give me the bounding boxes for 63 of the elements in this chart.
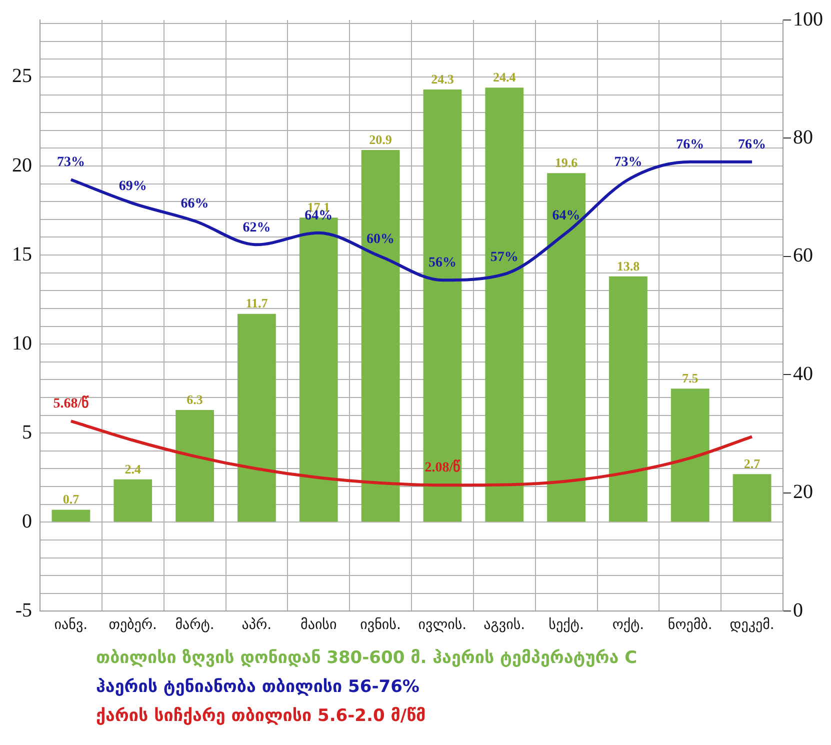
x-tick-label: ივნის. <box>360 617 401 634</box>
data-label: 69% <box>118 178 147 194</box>
y2-tick-label: 40 <box>793 362 813 385</box>
x-tick-label: სექტ. <box>548 617 584 634</box>
text: ქარის სიჩქარე თბილისი 5.6-2.0 მ/წმ <box>96 705 427 728</box>
data-label: 5.68/წ <box>53 396 90 412</box>
x-tick-label: მაისი <box>300 617 337 634</box>
y2-tick-label: 60 <box>793 244 813 267</box>
data-label: 2.7 <box>744 456 761 471</box>
bar <box>114 479 152 522</box>
y-tick-label: -5 <box>15 599 32 622</box>
x-tick-label: დეკემ. <box>730 617 774 634</box>
data-label: 56% <box>428 256 456 271</box>
text: თბილისი ზღვის დონიდან 380-600 მ. ჰაერის ტემპერატურა C <box>96 647 638 670</box>
y2-tick-label: 0 <box>793 599 803 622</box>
bar <box>52 510 90 522</box>
bar <box>423 89 462 522</box>
data-label: 13.8 <box>616 258 640 274</box>
y2-tick-label: 20 <box>793 481 813 504</box>
bar <box>732 474 772 522</box>
y-tick-label: 20 <box>12 154 32 176</box>
y-tick-label: 10 <box>12 332 32 354</box>
x-tick-label: ოქტ. <box>612 617 644 634</box>
bar <box>670 388 710 522</box>
text: ჰაერის ტენიანობა თბილისი 56-76% <box>96 676 420 699</box>
bar <box>238 314 276 522</box>
y-tick-label: 15 <box>12 243 32 266</box>
x-tick-label: ნოემბ. <box>668 617 712 634</box>
data-label: 6.3 <box>186 392 204 407</box>
x-tick-label: თებერ. <box>108 617 158 634</box>
data-label: 20.9 <box>369 132 392 147</box>
data-label: 24.3 <box>431 71 454 86</box>
bar <box>609 276 648 522</box>
data-label: 7.5 <box>682 370 699 386</box>
x-tick-label: აგვის. <box>484 617 526 634</box>
x-tick-label: მარტ. <box>175 617 214 634</box>
data-label: 11.7 <box>246 296 268 311</box>
data-label: 0.7 <box>62 492 80 507</box>
y2-tick-label: 80 <box>793 126 813 148</box>
x-tick-label: აპრ. <box>242 617 272 634</box>
data-label: 57% <box>490 250 518 265</box>
data-label: 19.6 <box>554 155 578 170</box>
x-tick-label: იანვ. <box>54 617 88 634</box>
bar <box>547 173 586 522</box>
data-label: 76% <box>738 137 766 152</box>
data-label: 76% <box>676 137 704 152</box>
data-label: 2.08/წ <box>424 460 462 476</box>
bar <box>176 410 214 522</box>
x-tick-label: ივლის. <box>418 617 467 634</box>
bar <box>485 88 524 522</box>
data-label: 73% <box>56 155 85 170</box>
y-tick-label: 0 <box>22 510 32 532</box>
data-label: 60% <box>366 232 395 248</box>
y-tick-label: 25 <box>12 65 32 88</box>
data-label: 64% <box>552 208 580 224</box>
data-label: 73% <box>614 155 642 170</box>
data-label: 66% <box>180 196 209 212</box>
data-label: 62% <box>242 220 271 236</box>
data-label: 2.4 <box>124 461 142 476</box>
bar <box>361 150 400 522</box>
y2-tick-label: 100 <box>793 8 823 30</box>
y-tick-label: 5 <box>22 421 32 444</box>
data-label: 24.4 <box>493 70 516 85</box>
